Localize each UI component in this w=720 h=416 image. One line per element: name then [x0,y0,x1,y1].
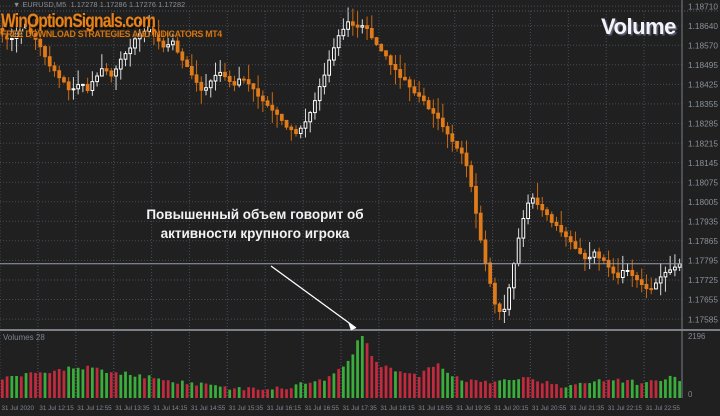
svg-text:1.17935: 1.17935 [688,217,718,227]
svg-text:1.18075: 1.18075 [688,177,718,187]
svg-text:31 Jul 16:15: 31 Jul 16:15 [267,405,302,412]
svg-text:31 Jul 2020: 31 Jul 2020 [2,405,35,412]
svg-text:1.17585: 1.17585 [688,314,718,324]
svg-text:31 Jul 20:55: 31 Jul 20:55 [532,405,567,412]
svg-text:31 Jul 14:55: 31 Jul 14:55 [191,405,226,412]
svg-text:31 Jul 22:55: 31 Jul 22:55 [646,405,681,412]
svg-text:2196: 2196 [688,332,705,341]
svg-text:1.18005: 1.18005 [688,197,718,207]
svg-text:1.18570: 1.18570 [688,41,718,51]
svg-text:31 Jul 17:35: 31 Jul 17:35 [343,405,378,412]
svg-text:1.17655: 1.17655 [688,295,718,305]
svg-text:1.17865: 1.17865 [688,236,718,246]
svg-text:31 Jul 18:55: 31 Jul 18:55 [418,405,453,412]
svg-text:31 Jul 12:55: 31 Jul 12:55 [77,405,112,412]
svg-text:1.18215: 1.18215 [688,138,718,148]
svg-text:31 Jul 21:35: 31 Jul 21:35 [570,405,605,412]
svg-text:31 Jul 18:15: 31 Jul 18:15 [380,405,415,412]
svg-text:1.18710: 1.18710 [688,1,718,11]
svg-text:1.17795: 1.17795 [688,256,718,266]
svg-text:1.18285: 1.18285 [688,119,718,129]
svg-text:31 Jul 14:15: 31 Jul 14:15 [153,405,188,412]
svg-text:31 Jul 19:35: 31 Jul 19:35 [456,405,491,412]
svg-text:31 Jul 20:15: 31 Jul 20:15 [494,405,529,412]
svg-text:31 Jul 12:15: 31 Jul 12:15 [39,405,74,412]
svg-text:1.18425: 1.18425 [688,80,718,90]
svg-text:1.18495: 1.18495 [688,60,718,70]
svg-text:1.18145: 1.18145 [688,158,718,168]
svg-text:31 Jul 22:15: 31 Jul 22:15 [608,405,643,412]
svg-text:0: 0 [688,390,693,399]
svg-text:1.18355: 1.18355 [688,99,718,109]
svg-text:1.17725: 1.17725 [688,275,718,285]
svg-text:31 Jul 13:35: 31 Jul 13:35 [115,405,150,412]
svg-text:31 Jul 16:55: 31 Jul 16:55 [305,405,340,412]
svg-text:31 Jul 15:35: 31 Jul 15:35 [229,405,264,412]
svg-text:1.18640: 1.18640 [688,21,718,31]
